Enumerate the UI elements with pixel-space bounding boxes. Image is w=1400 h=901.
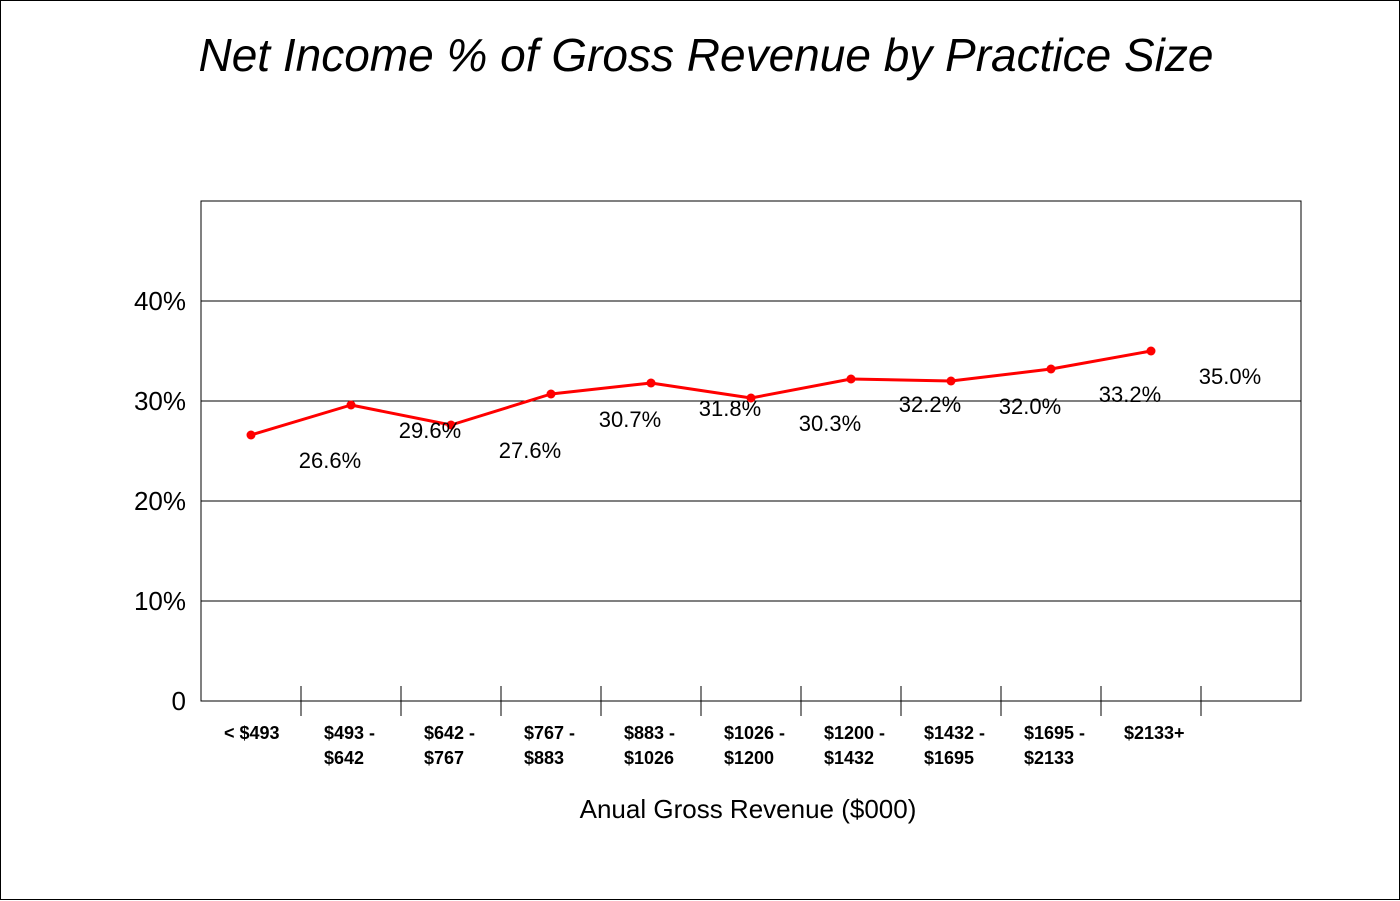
data-point <box>546 389 556 399</box>
data-label: 30.3% <box>799 411 861 436</box>
y-tick-label: 10% <box>134 586 186 616</box>
data-label: 29.6% <box>399 418 461 443</box>
data-point <box>946 376 956 386</box>
data-point <box>846 374 856 384</box>
series-line <box>250 349 1152 437</box>
data-point <box>446 420 456 430</box>
y-axis-ticks: 0 10% 20% 30% 40% <box>134 286 186 716</box>
y-tick-label: 40% <box>134 286 186 316</box>
x-tick-label: $1200 -$1432 <box>824 723 885 768</box>
plot-area <box>200 200 1302 702</box>
data-point <box>346 400 356 410</box>
data-labels: 26.6% 29.6% 27.6% 30.7% 31.8% 30.3% 32.2% 32.0%… <box>299 364 1261 473</box>
x-tick-label: $493 -$642 <box>324 723 375 768</box>
x-tick-label: $767 -$883 <box>524 723 575 768</box>
data-point <box>246 430 256 440</box>
data-label: 27.6% <box>499 438 561 463</box>
data-label: 26.6% <box>299 448 361 473</box>
x-axis-label: Anual Gross Revenue ($000) <box>580 794 917 824</box>
x-tick-label: $642 -$767 <box>424 723 475 768</box>
y-tick-label: 20% <box>134 486 186 516</box>
data-label: 32.2% <box>899 392 961 417</box>
x-tick-label: $883 -$1026 <box>624 723 675 768</box>
data-point <box>1046 364 1056 374</box>
data-point <box>646 378 656 388</box>
x-axis-ticks: < $493 $493 -$642 $642 -$767 $767 -$883 $883… <box>224 686 1202 768</box>
y-tick-label: 30% <box>134 386 186 416</box>
data-label: 31.8% <box>699 396 761 421</box>
gridlines <box>201 300 1301 602</box>
x-tick-label: $1026 -$1200 <box>724 723 785 768</box>
chart-title: Net Income % of Gross Revenue by Practic… <box>199 29 1214 81</box>
series-net-income <box>246 346 1156 440</box>
data-point <box>1146 346 1156 356</box>
x-tick-label: $2133+ <box>1124 723 1185 743</box>
data-label: 35.0% <box>1199 364 1261 389</box>
data-label: 30.7% <box>599 407 661 432</box>
x-tick-label: $1695 -$2133 <box>1024 723 1085 768</box>
y-tick-label: 0 <box>172 686 186 716</box>
data-label: 32.0% <box>999 394 1061 419</box>
data-label: 33.2% <box>1099 382 1161 407</box>
x-tick-label: < $493 <box>224 723 280 743</box>
x-tick-label: $1432 -$1695 <box>924 723 985 768</box>
data-point <box>746 393 756 403</box>
